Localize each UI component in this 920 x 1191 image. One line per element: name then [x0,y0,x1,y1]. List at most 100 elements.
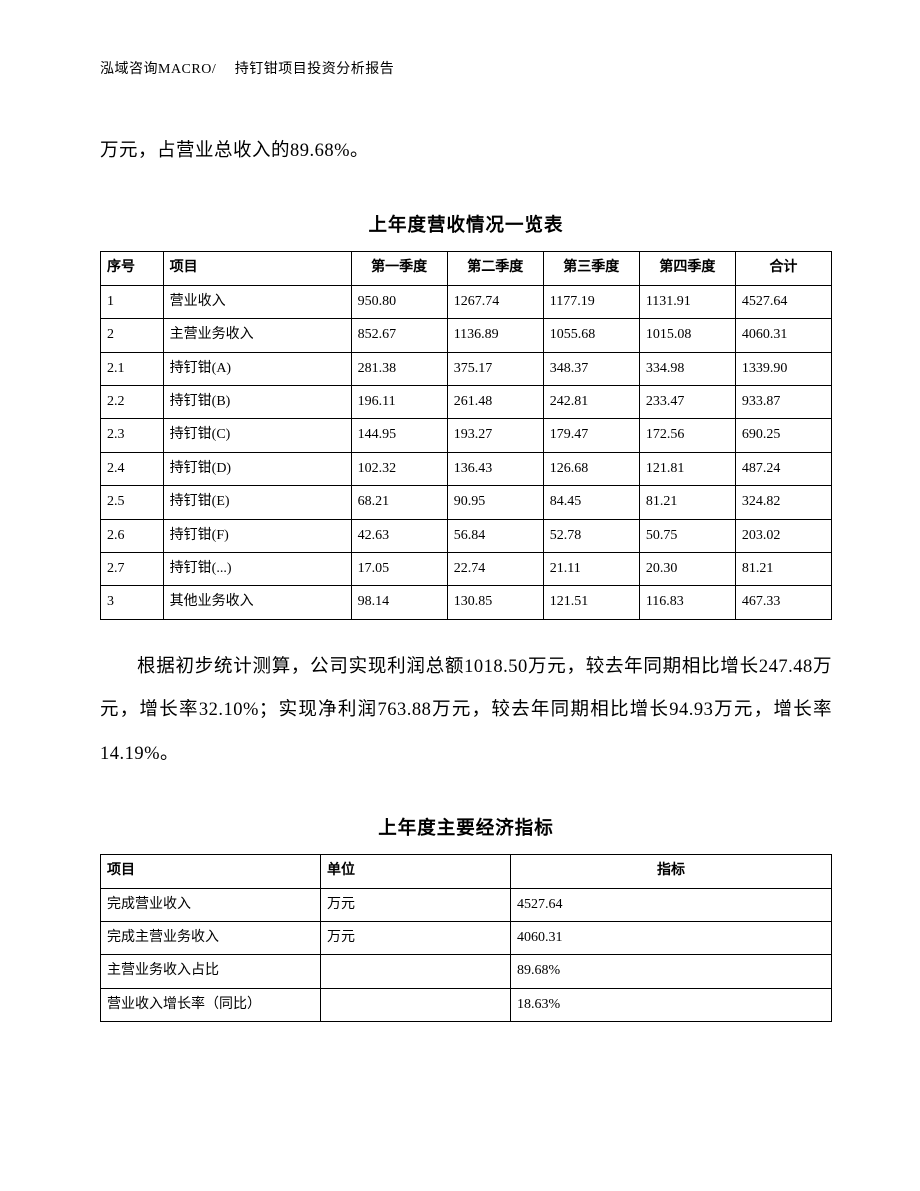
table-row: 主营业务收入占比 89.68% [101,955,832,988]
cell: 90.95 [447,486,543,519]
cell: 467.33 [735,586,831,619]
cell: 2 [101,319,164,352]
cell: 1136.89 [447,319,543,352]
cell: 21.11 [543,552,639,585]
col-item: 项目 [163,252,351,285]
cell: 万元 [321,921,511,954]
table1-body: 1 营业收入 950.80 1267.74 1177.19 1131.91 45… [101,285,832,619]
cell: 持钉钳(E) [163,486,351,519]
cell [321,988,511,1021]
cell: 持钉钳(C) [163,419,351,452]
document-page: 泓域咨询MACRO/ 持钉钳项目投资分析报告 万元，占营业总收入的89.68%。… [0,0,920,1191]
cell: 281.38 [351,352,447,385]
table-row: 完成主营业务收入 万元 4060.31 [101,921,832,954]
table-row: 营业收入增长率（同比） 18.63% [101,988,832,1021]
cell: 179.47 [543,419,639,452]
key-indicators-table: 项目 单位 指标 完成营业收入 万元 4527.64 完成主营业务收入 万元 4… [100,854,832,1022]
cell: 203.02 [735,519,831,552]
cell: 89.68% [511,955,832,988]
col-total: 合计 [735,252,831,285]
cell: 121.81 [639,452,735,485]
cell: 3 [101,586,164,619]
cell: 持钉钳(D) [163,452,351,485]
cell: 196.11 [351,386,447,419]
col-item: 项目 [101,855,321,888]
cell: 4060.31 [735,319,831,352]
col-q1: 第一季度 [351,252,447,285]
cell: 1131.91 [639,285,735,318]
col-q3: 第三季度 [543,252,639,285]
cell: 50.75 [639,519,735,552]
table-row: 2.1 持钉钳(A) 281.38 375.17 348.37 334.98 1… [101,352,832,385]
table-header-row: 项目 单位 指标 [101,855,832,888]
cell: 1055.68 [543,319,639,352]
cell: 193.27 [447,419,543,452]
cell: 其他业务收入 [163,586,351,619]
cell: 主营业务收入 [163,319,351,352]
cell: 完成营业收入 [101,888,321,921]
intro-fragment: 万元，占营业总收入的89.68%。 [100,130,832,173]
cell: 116.83 [639,586,735,619]
cell: 持钉钳(A) [163,352,351,385]
cell: 4527.64 [511,888,832,921]
cell: 81.21 [639,486,735,519]
cell: 1177.19 [543,285,639,318]
cell: 2.2 [101,386,164,419]
cell: 2.7 [101,552,164,585]
cell: 持钉钳(...) [163,552,351,585]
col-value: 指标 [511,855,832,888]
cell: 334.98 [639,352,735,385]
cell: 933.87 [735,386,831,419]
cell: 2.4 [101,452,164,485]
table-row: 2.6 持钉钳(F) 42.63 56.84 52.78 50.75 203.0… [101,519,832,552]
cell: 52.78 [543,519,639,552]
col-q2: 第二季度 [447,252,543,285]
cell: 375.17 [447,352,543,385]
table-row: 2 主营业务收入 852.67 1136.89 1055.68 1015.08 … [101,319,832,352]
cell: 121.51 [543,586,639,619]
cell: 18.63% [511,988,832,1021]
cell: 2.1 [101,352,164,385]
cell: 营业收入增长率（同比） [101,988,321,1021]
cell: 68.21 [351,486,447,519]
col-q4: 第四季度 [639,252,735,285]
table-row: 3 其他业务收入 98.14 130.85 121.51 116.83 467.… [101,586,832,619]
col-unit: 单位 [321,855,511,888]
cell: 136.43 [447,452,543,485]
cell: 487.24 [735,452,831,485]
table-row: 2.3 持钉钳(C) 144.95 193.27 179.47 172.56 6… [101,419,832,452]
page-header: 泓域咨询MACRO/ 持钉钳项目投资分析报告 [100,58,832,78]
cell: 持钉钳(B) [163,386,351,419]
table1-title: 上年度营收情况一览表 [100,211,832,237]
cell: 营业收入 [163,285,351,318]
cell: 81.21 [735,552,831,585]
cell: 348.37 [543,352,639,385]
cell: 2.5 [101,486,164,519]
cell: 1 [101,285,164,318]
summary-paragraph: 根据初步统计测算，公司实现利润总额1018.50万元，较去年同期相比增长247.… [100,646,832,776]
cell: 2.6 [101,519,164,552]
table-row: 完成营业收入 万元 4527.64 [101,888,832,921]
cell: 84.45 [543,486,639,519]
cell: 1339.90 [735,352,831,385]
cell: 1015.08 [639,319,735,352]
cell: 20.30 [639,552,735,585]
cell: 852.67 [351,319,447,352]
cell: 持钉钳(F) [163,519,351,552]
cell: 17.05 [351,552,447,585]
cell: 4527.64 [735,285,831,318]
cell: 主营业务收入占比 [101,955,321,988]
cell: 42.63 [351,519,447,552]
col-seq: 序号 [101,252,164,285]
cell: 126.68 [543,452,639,485]
cell: 261.48 [447,386,543,419]
table-row: 2.2 持钉钳(B) 196.11 261.48 242.81 233.47 9… [101,386,832,419]
cell: 144.95 [351,419,447,452]
cell: 完成主营业务收入 [101,921,321,954]
cell: 万元 [321,888,511,921]
table-row: 2.4 持钉钳(D) 102.32 136.43 126.68 121.81 4… [101,452,832,485]
table2-body: 完成营业收入 万元 4527.64 完成主营业务收入 万元 4060.31 主营… [101,888,832,1022]
cell: 233.47 [639,386,735,419]
cell: 98.14 [351,586,447,619]
cell: 56.84 [447,519,543,552]
